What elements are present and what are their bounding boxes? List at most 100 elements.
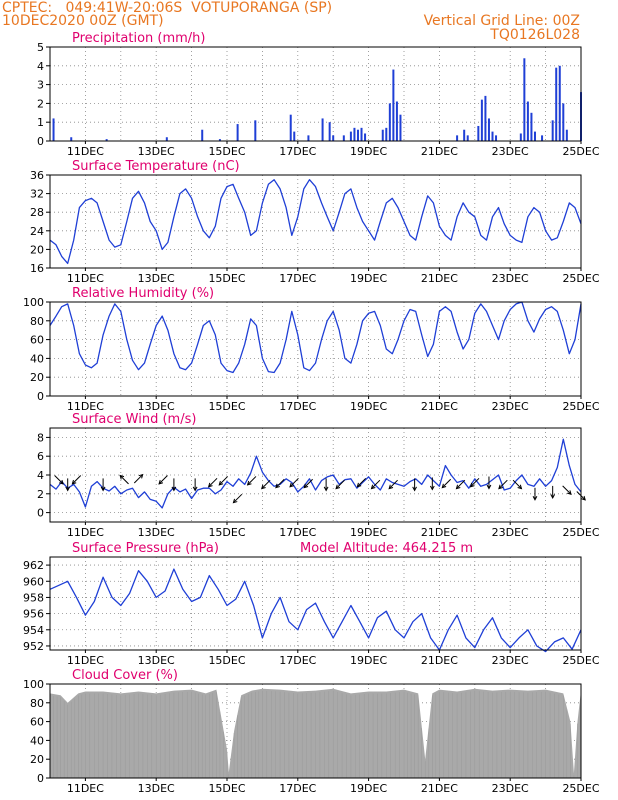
wind-arrow — [356, 477, 367, 488]
panel-wind: 0 2 4 6 8 11DEC 13DEC 15DEC 17DEC 19DEC 21DEC 23DEC… — [37, 412, 600, 539]
wind-arrow-head — [65, 486, 71, 492]
panel-title: Surface Temperature (nC) — [72, 159, 240, 174]
x-tick-label: 17DEC — [279, 145, 316, 158]
x-tick-label: 15DEC — [208, 145, 245, 158]
wind-arrow — [54, 475, 64, 485]
precip-bar — [541, 135, 544, 141]
y-tick-label: 952 — [23, 640, 44, 653]
precip-bar — [70, 137, 73, 141]
y-tick-label: 1 — [37, 116, 44, 129]
panel-precip: 0 1 2 3 4 5 11DEC 13DEC 15DEC 17DEC 19DEC 21DEC 23DE… — [37, 31, 600, 158]
wind-arrow-head — [370, 484, 376, 490]
y-tick-label: 5 — [37, 41, 44, 54]
precip-bar — [381, 129, 384, 141]
x-tick-label: 11DEC — [67, 400, 104, 413]
model-code: TQ0126L028 — [490, 27, 580, 43]
x-tick-label: 25DEC — [562, 526, 599, 539]
y-tick-label: 3 — [37, 79, 44, 92]
precip-bar — [201, 129, 204, 141]
x-tick-label: 15DEC — [208, 526, 245, 539]
precip-bar — [395, 101, 398, 141]
precip-bar — [332, 135, 335, 141]
x-tick-label: 21DEC — [421, 654, 458, 667]
precip-bar — [289, 114, 292, 141]
x-tick-label: 11DEC — [67, 272, 104, 285]
wind-arrow — [119, 475, 129, 485]
precip-bar — [356, 129, 359, 141]
y-tick-label: 0 — [37, 507, 44, 520]
y-tick-label: 0 — [37, 135, 44, 148]
panel-frame — [49, 556, 582, 651]
precip-bar — [565, 129, 568, 141]
x-tick-label: 19DEC — [350, 782, 387, 795]
x-tick-label: 25DEC — [562, 654, 599, 667]
precip-bar — [165, 137, 168, 141]
y-tick-label: 28 — [30, 206, 44, 219]
precip-bar — [526, 101, 529, 141]
pressure-series-line — [49, 568, 582, 653]
wind-arrow — [441, 478, 452, 489]
precip-bar — [328, 122, 331, 141]
wind-arrow-head — [261, 484, 266, 490]
y-tick-label: 0 — [37, 390, 44, 403]
x-tick-label: 21DEC — [421, 145, 458, 158]
wind-arrow-head — [303, 483, 309, 489]
x-tick-label: 21DEC — [421, 272, 458, 285]
chart-header: CPTEC: 049:41W-20:06S VOTUPORANGA (SP) 1… — [0, 0, 618, 48]
y-tick-label: 100 — [23, 296, 44, 309]
y-tick-label: 20 — [30, 753, 44, 766]
precip-bar — [293, 131, 296, 141]
wind-arrow-head — [532, 496, 538, 501]
x-tick-label: 13DEC — [138, 400, 175, 413]
wind-arrow-head — [171, 486, 177, 492]
wind-arrow — [303, 478, 313, 489]
grid-line-note: Vertical Grid Line: 00Z — [423, 13, 580, 29]
wind-arrow-head — [567, 490, 572, 495]
panel-pressure: 952 954 956 958 960 962 11DEC 13DEC 15DEC 17DEC 19… — [23, 541, 600, 667]
precip-bar — [519, 133, 522, 141]
x-tick-label: 11DEC — [67, 526, 104, 539]
precip-bar — [555, 67, 558, 141]
x-tick-label: 19DEC — [350, 145, 387, 158]
x-tick-label: 15DEC — [208, 782, 245, 795]
wind-arrow — [470, 477, 480, 488]
wind-arrow-head — [455, 484, 461, 490]
y-tick-label: 0 — [37, 772, 44, 785]
panel-annotation: Model Altitude: 464.215 m — [300, 541, 473, 556]
x-tick-label: 21DEC — [421, 782, 458, 795]
precip-bar — [105, 139, 108, 141]
wind-arrow-head — [486, 484, 492, 490]
wind-arrow — [247, 476, 257, 486]
x-tick-label: 25DEC — [562, 145, 599, 158]
wind-series-line — [49, 438, 582, 509]
precip-bar — [342, 135, 345, 141]
x-tick-label: 21DEC — [421, 400, 458, 413]
y-tick-label: 958 — [23, 591, 44, 604]
wind-arrow — [512, 479, 522, 489]
x-tick-label: 11DEC — [67, 654, 104, 667]
wind-arrow-head — [429, 485, 435, 491]
x-tick-label: 13DEC — [138, 272, 175, 285]
y-tick-label: 20 — [30, 371, 44, 384]
wind-arrow-head — [581, 495, 586, 501]
y-tick-label: 24 — [30, 225, 44, 238]
panel-frame — [49, 174, 582, 269]
precip-bar — [466, 135, 469, 141]
panel-title: Relative Humidity (%) — [72, 286, 214, 301]
x-tick-label: 19DEC — [350, 526, 387, 539]
precip-bar — [484, 95, 487, 141]
x-tick-label: 25DEC — [562, 782, 599, 795]
panel-frame — [49, 301, 582, 397]
wind-arrow — [498, 479, 508, 489]
run-datetime: 10DEC2020 00Z (GMT) — [2, 13, 164, 29]
precip-bar — [530, 112, 533, 141]
panel-title: Cloud Cover (%) — [72, 668, 178, 683]
x-tick-label: 17DEC — [279, 654, 316, 667]
precip-bar — [52, 118, 55, 141]
x-tick-label: 17DEC — [279, 526, 316, 539]
wind-arrow-head — [207, 482, 213, 488]
x-tick-label: 17DEC — [279, 400, 316, 413]
x-tick-label: 23DEC — [492, 526, 529, 539]
y-tick-label: 8 — [37, 431, 44, 444]
x-tick-label: 21DEC — [421, 526, 458, 539]
